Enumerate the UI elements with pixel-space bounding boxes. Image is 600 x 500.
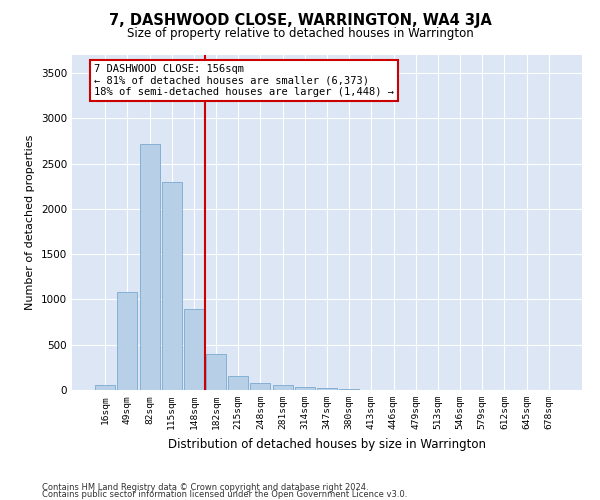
- Bar: [295, 387, 315, 390]
- Bar: [95, 386, 115, 390]
- Bar: [184, 308, 204, 390]
- Y-axis label: Number of detached properties: Number of detached properties: [25, 135, 35, 310]
- Bar: [118, 292, 137, 390]
- Bar: [140, 144, 160, 390]
- Bar: [339, 389, 359, 390]
- Text: 7 DASHWOOD CLOSE: 156sqm
← 81% of detached houses are smaller (6,373)
18% of sem: 7 DASHWOOD CLOSE: 156sqm ← 81% of detach…: [94, 64, 394, 98]
- Bar: [228, 376, 248, 390]
- Bar: [272, 385, 293, 390]
- Text: Contains public sector information licensed under the Open Government Licence v3: Contains public sector information licen…: [42, 490, 407, 499]
- X-axis label: Distribution of detached houses by size in Warrington: Distribution of detached houses by size …: [168, 438, 486, 450]
- Bar: [162, 182, 182, 390]
- Bar: [250, 383, 271, 390]
- Bar: [206, 354, 226, 390]
- Text: Size of property relative to detached houses in Warrington: Size of property relative to detached ho…: [127, 28, 473, 40]
- Text: Contains HM Land Registry data © Crown copyright and database right 2024.: Contains HM Land Registry data © Crown c…: [42, 484, 368, 492]
- Text: 7, DASHWOOD CLOSE, WARRINGTON, WA4 3JA: 7, DASHWOOD CLOSE, WARRINGTON, WA4 3JA: [109, 12, 491, 28]
- Bar: [317, 388, 337, 390]
